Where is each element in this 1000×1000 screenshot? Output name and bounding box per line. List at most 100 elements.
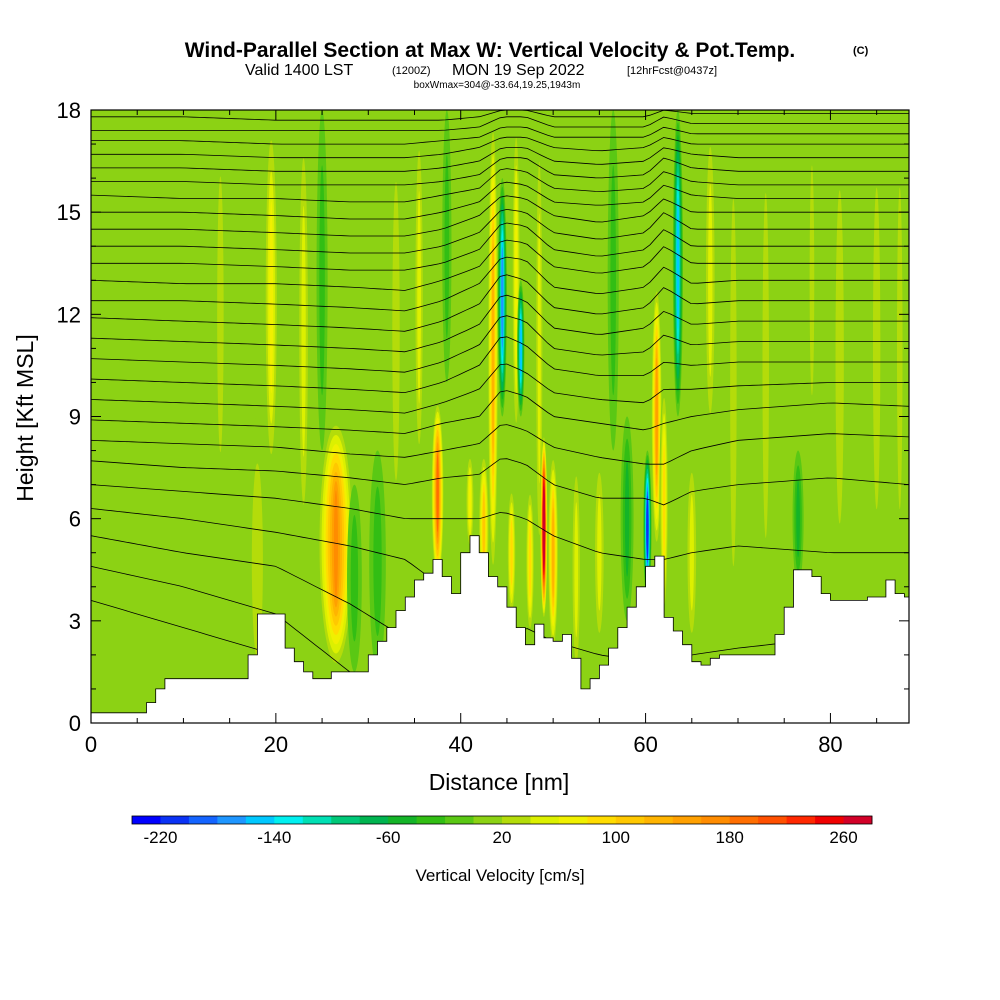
y-tick-label: 6 — [69, 507, 81, 532]
y-tick-label: 15 — [57, 200, 81, 225]
velocity-band — [301, 205, 306, 457]
theta-contour — [91, 181, 909, 220]
velocity-cell — [759, 110, 773, 621]
velocity-cell — [139, 484, 153, 689]
colorbar-swatch — [530, 816, 560, 824]
colorbar-swatch — [502, 816, 531, 824]
chart-title-copyright: (C) — [853, 45, 869, 57]
velocity-band — [835, 190, 844, 524]
velocity-cell — [506, 484, 517, 621]
velocity-band — [482, 492, 486, 563]
velocity-cell — [869, 110, 885, 587]
theta-contour — [91, 110, 909, 121]
x-tick-label: 80 — [818, 732, 842, 757]
velocity-cell — [388, 110, 404, 553]
velocity-band — [796, 480, 800, 558]
colorbar-swatch — [217, 816, 247, 824]
velocity-cell — [297, 110, 311, 553]
theta-contour — [91, 315, 909, 373]
velocity-cell — [792, 450, 804, 587]
velocity-band — [610, 165, 616, 396]
colorbar-swatch — [388, 816, 418, 824]
colorbar-tick-label: -140 — [257, 828, 291, 847]
velocity-band — [514, 193, 518, 368]
x-axis-label: Distance [nm] — [429, 769, 570, 795]
velocity-band — [655, 357, 658, 476]
velocity-cell — [726, 110, 740, 655]
colorbar-swatch — [587, 816, 617, 824]
velocity-band — [333, 490, 338, 599]
chart-forecast: [12hrFcst@0437z] — [627, 65, 717, 77]
theta-contour — [91, 222, 909, 271]
velocity-cell — [831, 110, 848, 604]
colorbar-swatch — [758, 816, 788, 824]
velocity-band — [624, 460, 630, 577]
velocity-band — [373, 486, 382, 636]
colorbar-tick-label: 180 — [716, 828, 744, 847]
theta-contour — [264, 110, 447, 111]
colorbar-frame — [131, 815, 873, 825]
velocity-band — [528, 524, 532, 599]
minor-ticks — [90, 109, 909, 724]
colorbar-swatch — [445, 816, 474, 824]
velocity-band — [501, 246, 504, 348]
velocity-band — [269, 201, 274, 394]
velocity-band — [730, 198, 737, 567]
theta-contour — [91, 168, 909, 203]
colorbar-swatch — [245, 816, 275, 824]
colorbar-swatch — [672, 816, 702, 824]
velocity-band — [417, 191, 421, 404]
velocity-cell — [570, 450, 582, 689]
theta-contour — [91, 116, 909, 131]
chart-valid-utc: (1200Z) — [392, 65, 431, 77]
velocity-band — [551, 507, 555, 598]
velocity-band — [519, 319, 522, 378]
theta-contour — [91, 484, 909, 560]
chart-valid-prefix: Valid 1400 LST — [245, 62, 353, 79]
velocity-band — [896, 187, 903, 510]
velocity-cell — [213, 110, 227, 519]
colorbar-swatch — [331, 816, 361, 824]
plot-area — [91, 110, 909, 723]
velocity-band — [188, 382, 216, 706]
velocity-cell — [188, 382, 216, 706]
velocity-band — [251, 463, 263, 659]
velocity-cell — [643, 450, 652, 604]
velocity-cell — [651, 280, 663, 553]
theta-contours — [91, 110, 909, 723]
colorbar-swatch — [615, 816, 645, 824]
colorbar-swatch — [558, 816, 588, 824]
theta-contour — [91, 147, 909, 172]
theta-contour — [91, 424, 909, 465]
y-tick-label: 9 — [69, 405, 81, 430]
theta-contour — [91, 336, 909, 394]
x-tick-label: 40 — [448, 732, 472, 757]
theta-contour — [91, 157, 909, 186]
colorbar-tick-label: -60 — [376, 828, 401, 847]
colorbar-swatch — [786, 816, 816, 824]
velocity-cell — [110, 450, 128, 655]
theta-contour — [91, 600, 909, 723]
velocity-cell — [525, 484, 535, 638]
velocity-cell — [547, 450, 559, 655]
velocity-band — [708, 183, 713, 377]
colorbar-swatch — [160, 816, 190, 824]
x-tick-label: 0 — [85, 732, 97, 757]
velocity-cell — [317, 416, 355, 672]
velocity-cell — [607, 110, 619, 451]
theta-contour — [91, 256, 909, 312]
theta-contour — [91, 294, 909, 353]
velocity-cell — [672, 110, 684, 417]
velocity-cell — [894, 110, 906, 587]
velocity-band — [872, 187, 881, 510]
chart-title: Wind-Parallel Section at Max W: Vertical… — [185, 39, 869, 91]
velocity-band — [217, 176, 224, 453]
theta-contour — [91, 565, 909, 723]
velocity-band — [574, 502, 579, 638]
colorbar-swatch — [815, 816, 844, 824]
velocity-band — [444, 154, 450, 339]
velocity-band — [350, 515, 359, 642]
colorbar-swatch — [843, 816, 873, 824]
velocity-band — [662, 444, 666, 559]
velocity-cell — [431, 399, 445, 587]
